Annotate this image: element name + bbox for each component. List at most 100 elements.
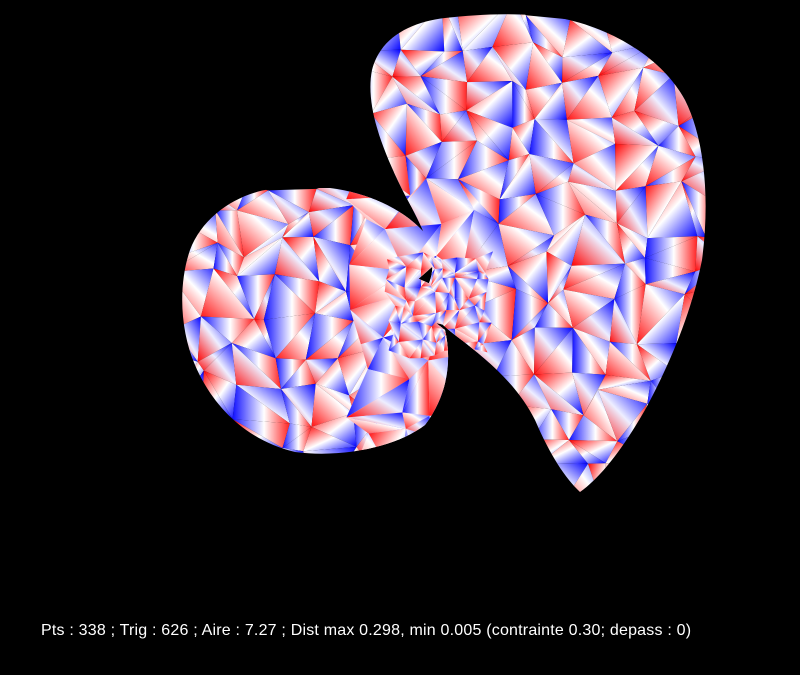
mesh-triangle <box>568 181 617 224</box>
mesh-triangle <box>434 335 446 356</box>
mesh-triangle <box>275 313 316 360</box>
mesh-triangle <box>458 404 511 438</box>
mesh-triangle <box>684 287 706 334</box>
mesh-triangle <box>237 237 283 276</box>
mesh-triangle <box>647 380 671 406</box>
mesh-triangle <box>638 462 679 492</box>
mesh-triangle <box>546 214 586 266</box>
mesh-triangle <box>422 437 481 479</box>
mesh-triangle <box>598 67 644 118</box>
mesh-triangle <box>311 383 354 427</box>
mesh-triangle <box>468 279 489 299</box>
mesh-triangle <box>401 478 423 492</box>
mesh-triangle <box>203 370 237 420</box>
mesh-triangle <box>571 214 626 266</box>
mesh-triangle <box>615 186 646 224</box>
mesh-triangle <box>454 270 479 278</box>
mesh-triangle <box>616 186 648 239</box>
mesh-triangle <box>439 404 484 465</box>
mesh-triangle <box>303 446 357 491</box>
mesh-triangle <box>388 320 399 342</box>
mesh-triangle <box>548 265 572 304</box>
mesh-triangle <box>215 210 244 258</box>
mesh-triangle <box>498 223 555 266</box>
mesh-triangle <box>611 117 659 146</box>
mesh-triangle <box>616 223 645 264</box>
mesh-triangle <box>616 223 648 258</box>
mesh-triangle <box>404 224 442 271</box>
mesh-triangle <box>436 293 450 313</box>
mesh-triangle <box>359 14 401 51</box>
mesh-triangle <box>400 49 445 77</box>
mesh-triangle <box>454 258 479 274</box>
mesh-triangle <box>644 236 698 258</box>
mesh-triangle <box>398 252 424 267</box>
mesh-triangle <box>658 126 696 157</box>
mesh-triangle <box>492 14 534 47</box>
mesh-triangle <box>263 313 316 359</box>
mesh-triangle <box>468 279 489 299</box>
mesh-triangle <box>475 251 493 273</box>
mesh-triangle <box>237 190 289 225</box>
mesh-triangle <box>636 343 677 372</box>
mesh-triangle <box>507 235 555 266</box>
mesh-triangle <box>436 209 475 256</box>
mesh-triangle <box>400 321 423 340</box>
mesh-triangle <box>690 46 706 83</box>
mesh-triangle <box>505 426 532 465</box>
mesh-triangle <box>392 76 440 115</box>
mesh-triangle <box>534 327 573 375</box>
mesh-triangle <box>617 403 648 442</box>
mesh-triangle <box>430 268 443 287</box>
mesh-triangle <box>404 266 421 288</box>
mesh-triangle <box>182 316 201 362</box>
mesh-triangle <box>215 210 244 258</box>
mesh-triangle <box>614 263 646 299</box>
mesh-triangle <box>412 313 437 322</box>
mesh-triangle <box>573 143 616 191</box>
mesh-triangle <box>412 291 437 316</box>
mesh-triangle <box>583 374 606 416</box>
mesh-triangle <box>459 298 475 311</box>
mesh-triangle <box>420 50 468 83</box>
mesh-triangle <box>353 470 402 492</box>
mesh-triangle <box>182 174 213 214</box>
mesh-triangle <box>429 415 459 438</box>
mesh-triangle <box>529 154 574 194</box>
mesh-triangle <box>274 274 320 314</box>
mesh-triangle <box>511 288 549 341</box>
mesh-triangle <box>468 292 487 306</box>
mesh-triangle <box>402 360 430 416</box>
mesh-triangle <box>308 205 354 237</box>
mesh-triangle <box>470 464 506 492</box>
mesh-triangle <box>441 14 463 52</box>
mesh-triangle <box>315 281 346 314</box>
mesh-triangle <box>420 478 471 492</box>
mesh-triangle <box>275 358 306 389</box>
mesh-triangle <box>431 310 447 329</box>
mesh-triangle <box>303 426 357 452</box>
mesh-triangle <box>566 119 616 164</box>
mesh-triangle <box>675 343 706 372</box>
mesh-triangle <box>638 432 687 462</box>
mesh-triangle <box>470 464 507 492</box>
mesh-triangle <box>451 382 484 415</box>
mesh-triangle <box>634 67 674 111</box>
mesh-triangle <box>405 141 442 179</box>
mesh-triangle <box>511 303 549 341</box>
mesh-triangle <box>281 389 312 427</box>
mesh-triangle <box>406 103 442 142</box>
mesh-triangle <box>442 277 456 293</box>
mesh-triangle <box>414 286 436 302</box>
mesh-triangle <box>346 369 410 418</box>
mesh-triangle <box>400 14 445 52</box>
mesh-triangle <box>367 337 410 380</box>
mesh-triangle <box>562 19 613 58</box>
mesh-triangle <box>442 273 456 278</box>
mesh-triangle <box>636 284 685 345</box>
mesh-triangle <box>313 205 354 246</box>
mesh-triangle <box>350 294 400 338</box>
mesh-triangle <box>250 448 284 487</box>
mesh-triangle <box>474 292 487 311</box>
